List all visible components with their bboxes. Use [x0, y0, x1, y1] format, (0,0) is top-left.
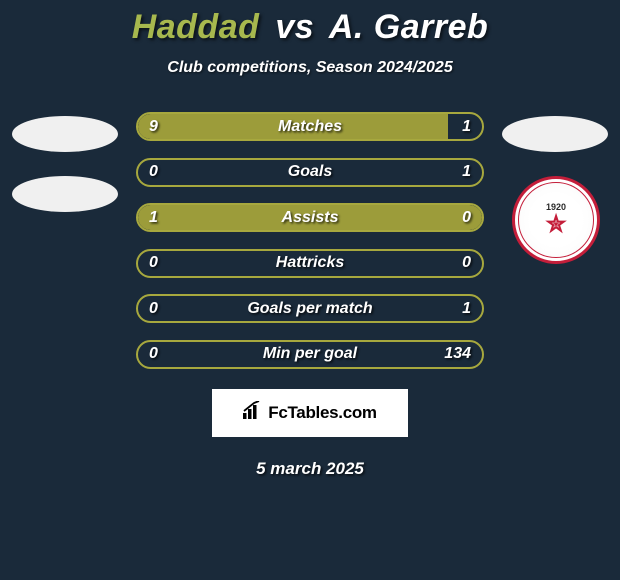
title-vs: vs [275, 8, 314, 46]
stat-bar-goals: 0 Goals 1 [136, 158, 484, 187]
stat-bars: 9 Matches 1 0 Goals 1 1 Assists 0 0 Hattricks 0 0 Goa… [136, 112, 484, 369]
bar-value-right: 1 [462, 300, 471, 318]
player2-club-badge: 1920 ✮ [512, 176, 600, 264]
bar-value-right: 1 [462, 118, 471, 136]
bar-value-right: 134 [444, 345, 471, 363]
page-title: Haddad vs A. Garreb [132, 8, 489, 47]
bar-label: Min per goal [263, 345, 357, 363]
main-comparison: 9 Matches 1 0 Goals 1 1 Assists 0 0 Hattricks 0 0 Goa… [0, 112, 620, 369]
bar-label: Matches [278, 118, 342, 136]
stat-bar-min-per-goal: 0 Min per goal 134 [136, 340, 484, 369]
right-side-column: 1920 ✮ [502, 112, 608, 264]
stat-bar-matches: 9 Matches 1 [136, 112, 484, 141]
bar-value-left: 0 [149, 163, 158, 181]
stat-bar-goals-per-match: 0 Goals per match 1 [136, 294, 484, 323]
title-player2: A. Garreb [329, 8, 488, 46]
bar-label: Assists [282, 209, 339, 227]
left-side-column [12, 112, 118, 212]
bar-value-left: 9 [149, 118, 158, 136]
bar-value-left: 0 [149, 254, 158, 272]
player1-club-placeholder [12, 176, 118, 212]
club-badge-icon: ✮ [546, 210, 566, 239]
brand-text: FcTables.com [268, 403, 377, 423]
subtitle: Club competitions, Season 2024/2025 [167, 59, 452, 77]
bar-value-left: 1 [149, 209, 158, 227]
stat-bar-hattricks: 0 Hattricks 0 [136, 249, 484, 278]
player2-avatar-placeholder [502, 116, 608, 152]
root-container: Haddad vs A. Garreb Club competitions, S… [0, 0, 620, 580]
bar-value-left: 0 [149, 345, 158, 363]
bar-value-right: 1 [462, 163, 471, 181]
generation-date: 5 march 2025 [256, 459, 364, 479]
bar-fill-right [420, 160, 482, 185]
stat-bar-assists: 1 Assists 0 [136, 203, 484, 232]
bar-label: Goals per match [247, 300, 372, 318]
club-badge-inner: 1920 ✮ [518, 182, 594, 258]
bar-value-left: 0 [149, 300, 158, 318]
brand-logo-icon [243, 401, 263, 424]
branding-box[interactable]: FcTables.com [212, 389, 408, 437]
player1-avatar-placeholder [12, 116, 118, 152]
title-player1: Haddad [132, 8, 260, 46]
bar-label: Hattricks [276, 254, 344, 272]
bar-label: Goals [288, 163, 332, 181]
bar-value-right: 0 [462, 254, 471, 272]
bar-value-right: 0 [462, 209, 471, 227]
